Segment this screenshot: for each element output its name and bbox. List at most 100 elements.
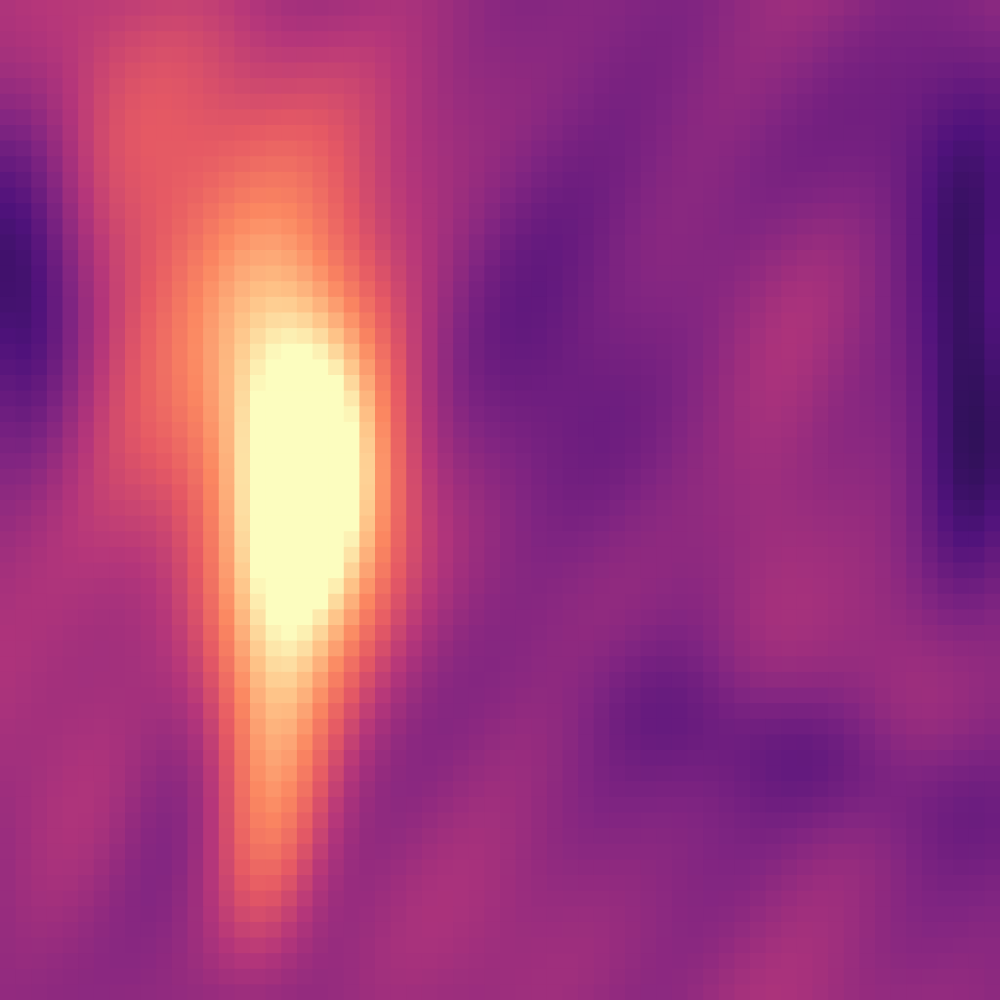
heatmap-cell: [421, 156, 439, 173]
heatmap-cell: [109, 718, 126, 735]
heatmap-cell: [890, 437, 907, 454]
heatmap-cell: [343, 968, 360, 985]
heatmap-cell: [562, 453, 579, 470]
heatmap-cell: [609, 343, 626, 360]
heatmap-cell: [375, 250, 392, 267]
heatmap-cell: [421, 171, 439, 189]
heatmap-cell: [468, 343, 485, 360]
heatmap-cell: [531, 968, 548, 985]
heatmap-cell: [703, 859, 720, 876]
heatmap-cell: [62, 46, 79, 64]
heatmap-cell: [562, 78, 579, 95]
heatmap-cell: [421, 328, 439, 345]
heatmap-cell: [15, 203, 32, 220]
heatmap-cell: [62, 515, 79, 532]
heatmap-cell: [187, 750, 204, 767]
heatmap-cell: [609, 296, 626, 314]
heatmap-cell: [187, 78, 204, 95]
heatmap-cell: [250, 625, 267, 642]
heatmap-cell: [687, 625, 704, 642]
heatmap-cell: [218, 437, 235, 454]
heatmap-cell: [968, 703, 985, 720]
heatmap-cell: [750, 218, 767, 235]
heatmap-cell: [640, 703, 657, 720]
heatmap-cell: [187, 734, 204, 751]
heatmap-cell: [250, 921, 267, 939]
heatmap-cell: [156, 890, 173, 907]
heatmap-cell: [625, 484, 642, 501]
heatmap-cell: [500, 156, 517, 173]
heatmap-cell: [593, 984, 610, 1000]
heatmap-cell: [390, 125, 407, 142]
heatmap-cell: [453, 218, 470, 235]
heatmap-cell: [625, 234, 642, 251]
heatmap-cell: [968, 937, 985, 954]
heatmap-cell: [421, 437, 439, 454]
heatmap-cell: [203, 109, 220, 126]
heatmap-cell: [953, 296, 970, 314]
heatmap-cell: [500, 515, 517, 532]
heatmap-cell: [78, 31, 95, 48]
heatmap-cell: [984, 125, 1000, 142]
heatmap-cell: [890, 531, 907, 548]
heatmap-cell: [984, 46, 1000, 64]
heatmap-cell: [765, 687, 782, 704]
heatmap-cell: [843, 296, 860, 314]
heatmap-cell: [500, 296, 517, 314]
heatmap-cell: [828, 312, 845, 329]
heatmap-cell: [312, 546, 329, 564]
heatmap-cell: [125, 31, 142, 48]
heatmap-cell: [250, 890, 267, 907]
heatmap-cell: [968, 609, 985, 626]
heatmap-cell: [921, 250, 939, 267]
heatmap-cell: [31, 375, 48, 392]
heatmap-cell: [890, 937, 907, 954]
heatmap-cell: [140, 531, 157, 548]
heatmap-cell: [265, 687, 282, 704]
heatmap-cell: [828, 875, 845, 892]
heatmap-cell: [312, 953, 329, 970]
heatmap-cell: [828, 984, 845, 1000]
heatmap-cell: [890, 125, 907, 142]
heatmap-cell: [609, 906, 626, 923]
heatmap-cell: [15, 296, 32, 314]
heatmap-cell: [343, 984, 360, 1000]
heatmap-cell: [734, 765, 751, 782]
heatmap-cell: [890, 843, 907, 860]
heatmap-cell: [203, 187, 220, 204]
heatmap-cell: [703, 843, 720, 860]
heatmap-cell: [734, 875, 751, 892]
heatmap-cell: [671, 718, 689, 735]
heatmap-cell: [140, 515, 157, 532]
heatmap-cell: [812, 62, 829, 79]
heatmap-cell: [468, 265, 485, 282]
heatmap-cell: [140, 875, 157, 892]
heatmap-cell: [312, 578, 329, 595]
heatmap-cell: [906, 31, 923, 48]
heatmap-cell: [546, 453, 564, 470]
heatmap-cell: [828, 296, 845, 314]
heatmap-cell: [171, 468, 189, 485]
heatmap-cell: [125, 234, 142, 251]
heatmap-cell: [937, 437, 954, 454]
heatmap-cell: [531, 0, 548, 17]
heatmap-cell: [78, 531, 95, 548]
heatmap-cell: [515, 0, 532, 17]
heatmap-cell: [375, 531, 392, 548]
heatmap-cell: [484, 78, 501, 95]
heatmap-cell: [328, 890, 345, 907]
heatmap-cell: [296, 953, 314, 970]
heatmap-cell: [578, 46, 595, 64]
heatmap-cell: [921, 828, 939, 845]
heatmap-cell: [578, 78, 595, 95]
heatmap-cell: [515, 656, 532, 673]
heatmap-cell: [953, 31, 970, 48]
heatmap-cell: [218, 953, 235, 970]
heatmap-cell: [531, 187, 548, 204]
heatmap-cell: [718, 593, 735, 610]
heatmap-cell: [703, 953, 720, 970]
heatmap-cell: [31, 31, 48, 48]
heatmap-cell: [203, 46, 220, 64]
heatmap-cell: [187, 843, 204, 860]
heatmap-cell: [531, 828, 548, 845]
